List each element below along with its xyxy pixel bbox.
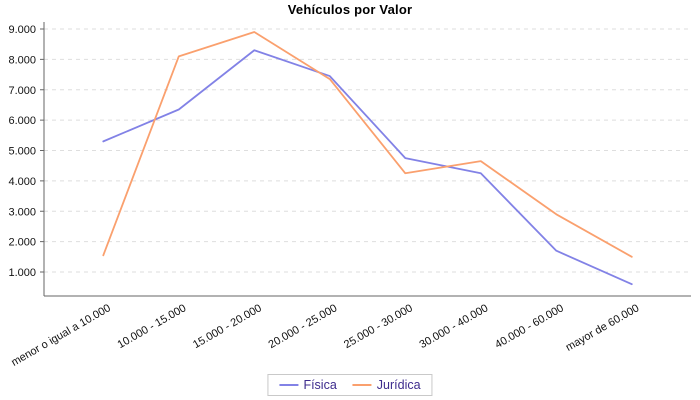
x-category-label: mayor de 60.000 xyxy=(564,302,642,354)
plot-area: 1.000 2.000 3.000 4.000 5.000 6.000 7.000 8.000… xyxy=(8,22,691,369)
x-category-label: 30.000 - 40.000 xyxy=(418,302,491,351)
x-category-label: 20.000 - 25.000 xyxy=(267,302,340,351)
y-tick-label: 4.000 xyxy=(8,176,36,188)
legend-label-fisica: Física xyxy=(303,378,337,392)
x-category-label: menor o igual a 10.000 xyxy=(9,302,112,369)
fisica-line-swatch xyxy=(279,384,299,386)
y-tick-label: 5.000 xyxy=(8,146,36,158)
y-tick-label: 3.000 xyxy=(8,206,36,218)
y-tick-label: 6.000 xyxy=(8,115,36,127)
x-category-label: 15.000 - 20.000 xyxy=(191,302,264,351)
y-tick-label: 1.000 xyxy=(8,267,36,279)
y-tick-label: 8.000 xyxy=(8,54,36,66)
legend-item-juridica: Jurídica xyxy=(352,378,421,392)
y-tick-label: 2.000 xyxy=(8,237,36,249)
series-line-juridica xyxy=(102,31,633,258)
legend-item-fisica: Física xyxy=(279,378,337,392)
series-line-fisica xyxy=(102,49,633,286)
x-category-label: 40.000 - 60.000 xyxy=(493,302,566,351)
y-tick-label: 7.000 xyxy=(8,85,36,97)
legend-label-juridica: Jurídica xyxy=(376,378,421,392)
juridica-line-swatch xyxy=(352,384,372,386)
chart-title: Vehículos por Valor xyxy=(287,2,413,17)
x-category-label: 10.000 - 15.000 xyxy=(116,302,189,351)
x-category-label: 25.000 - 30.000 xyxy=(342,302,415,351)
legend: Física Jurídica xyxy=(267,374,433,396)
y-tick-label: 9.000 xyxy=(8,24,36,36)
